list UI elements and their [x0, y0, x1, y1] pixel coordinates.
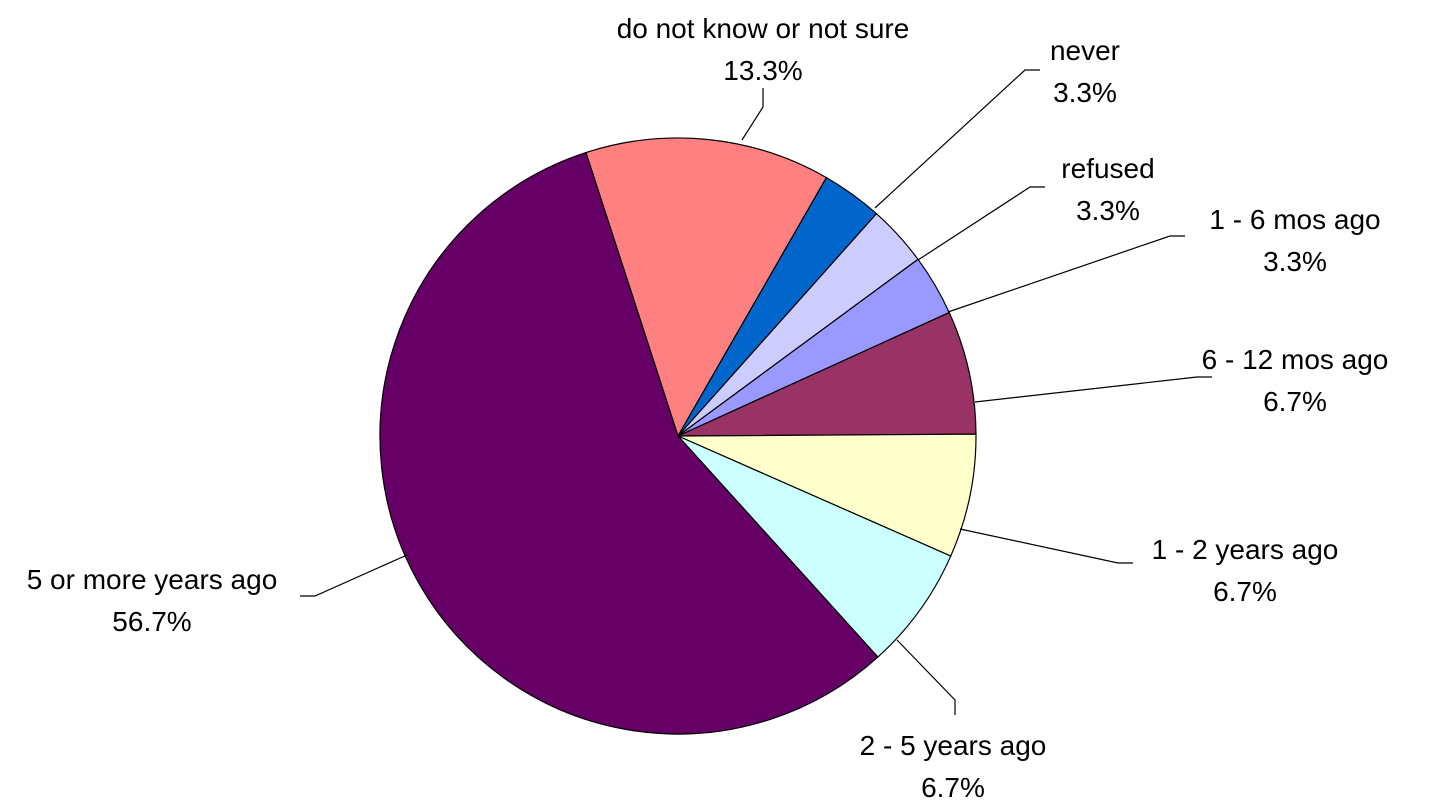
- slice-label-2-5-years-ago: 2 - 5 years ago: [860, 730, 1047, 761]
- slice-label-6-12-mos-ago: 6 - 12 mos ago: [1202, 344, 1389, 375]
- slice-value-refused: 3.3%: [1076, 195, 1140, 226]
- leader-line-2-5-years-ago: [896, 639, 956, 715]
- slice-value-do-not-know-or-not-sure: 13.3%: [723, 55, 802, 86]
- leader-line-never: [874, 69, 1040, 209]
- slice-value-2-5-years-ago: 6.7%: [921, 772, 985, 801]
- slice-value-1-2-years-ago: 6.7%: [1213, 576, 1277, 607]
- slice-value-never: 3.3%: [1053, 77, 1117, 108]
- leader-line-5-or-more-years-ago: [300, 554, 408, 597]
- slice-value-6-12-mos-ago: 6.7%: [1263, 386, 1327, 417]
- slice-label-1-6-mos-ago: 1 - 6 mos ago: [1209, 204, 1380, 235]
- slice-labels-layer: do not know or not sure 13.3% never 3.3% ref…: [27, 13, 1389, 801]
- pie-slice-5-or-more-years-ago: [379, 151, 879, 735]
- slice-label-5-or-more-years-ago: 5 or more years ago: [27, 564, 278, 595]
- pie-slice-do-not-know-or-not-sure: [585, 137, 828, 438]
- slice-label-do-not-know-or-not-sure: do not know or not sure: [617, 13, 910, 44]
- leader-line-6-12-mos-ago: [974, 376, 1212, 403]
- leader-line-1-6-mos-ago: [947, 235, 1185, 313]
- leader-line-1-2-years-ago: [959, 528, 1133, 564]
- pie-slice-2-5-years-ago: [677, 435, 952, 658]
- slice-value-1-6-mos-ago: 3.3%: [1263, 246, 1327, 277]
- leader-line-do-not-know-or-not-sure: [741, 88, 764, 141]
- slice-label-never: never: [1050, 35, 1120, 66]
- pie-slice-6-12-mos-ago: [677, 311, 977, 437]
- pie-slice-1-2-years-ago: [677, 433, 977, 557]
- slices-layer: [379, 137, 977, 735]
- slice-label-1-2-years-ago: 1 - 2 years ago: [1152, 534, 1339, 565]
- leader-line-refused: [917, 186, 1045, 261]
- slice-label-refused: refused: [1061, 153, 1154, 184]
- slice-value-5-or-more-years-ago: 56.7%: [112, 606, 191, 637]
- leader-lines-layer: [300, 69, 1212, 715]
